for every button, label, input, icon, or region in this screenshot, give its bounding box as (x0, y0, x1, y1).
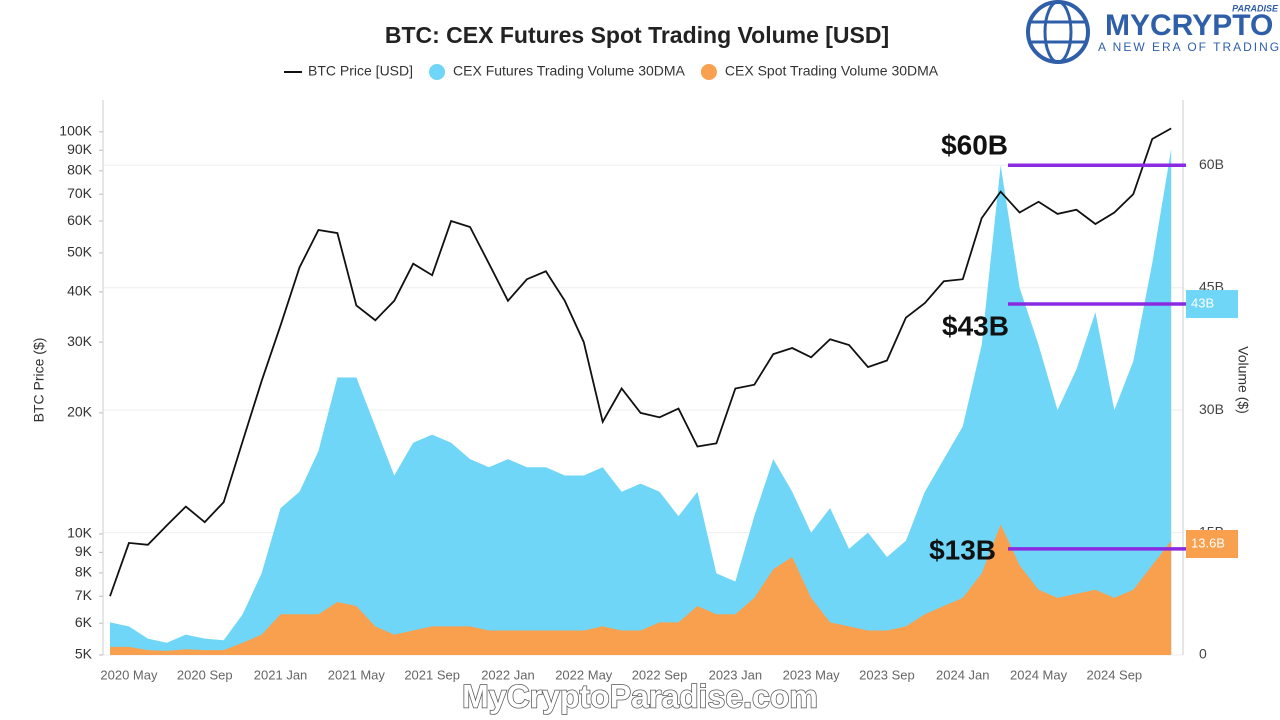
x-tick-label: 2024 Jan (936, 667, 990, 682)
y-tick-label: 40K (67, 283, 93, 299)
legend-label: CEX Spot Trading Volume 30DMA (725, 63, 939, 79)
watermark: MyCryptoParadise.com (462, 678, 818, 714)
x-tick-label: 2024 May (1010, 667, 1068, 682)
y-tick-label: 10K (67, 525, 93, 541)
y-tick-label: 100K (59, 123, 92, 139)
logo-globe-meridian (1043, 0, 1073, 64)
x-tick-label: 2021 Jan (254, 667, 308, 682)
y-tick-label: 90K (67, 141, 93, 157)
y-tick-label: 5K (75, 646, 93, 662)
y2-tick-label: 30B (1199, 401, 1224, 417)
volume-area (110, 148, 1172, 655)
x-tick-label: 2023 Sep (859, 667, 915, 682)
x-tick-label: 2020 May (100, 667, 158, 682)
y-tick-label: 80K (67, 162, 93, 178)
logo-name: MYCRYPTO (1105, 9, 1273, 42)
y-tick-label: 8K (75, 564, 93, 580)
y-tick-label: 20K (67, 404, 93, 420)
axis-marker-label: 13.6B (1191, 535, 1225, 550)
axis-marker-label: 43B (1191, 295, 1214, 310)
axis-marker (1186, 530, 1238, 558)
y-tick-label: 60K (67, 212, 93, 228)
axis-marker (1186, 290, 1238, 319)
logo: MYCRYPTO PARADISE A NEW ERA OF TRADING (1026, 0, 1280, 64)
y2-tick-label: 0 (1199, 646, 1207, 662)
y-tick-label: 70K (67, 185, 93, 201)
volume-area (110, 524, 1172, 655)
x-tick-label: 2022 Jan (481, 667, 535, 682)
y-tick-label: 6K (75, 614, 93, 630)
y-tick-label: 9K (75, 543, 93, 559)
y2-axis-title: Volume ($) (1235, 346, 1251, 414)
y-tick-label: 7K (75, 587, 93, 603)
chart-title: BTC: CEX Futures Spot Trading Volume [US… (385, 22, 889, 48)
annotation-label: $60B (941, 130, 1008, 161)
annotation-label: $13B (929, 534, 996, 565)
y-tick-label: 50K (67, 244, 93, 260)
legend-label: CEX Futures Trading Volume 30DMA (453, 63, 686, 79)
x-tick-label: 2021 Sep (404, 667, 460, 682)
x-tick-label: 2023 Jan (709, 667, 763, 682)
y-tick-label: 30K (67, 333, 93, 349)
x-tick-label: 2020 Sep (177, 667, 233, 682)
legend-label: BTC Price [USD] (308, 63, 413, 79)
legend-swatch (700, 64, 717, 80)
x-tick-label: 2024 Sep (1087, 667, 1143, 682)
logo-slogan: A NEW ERA OF TRADING (1098, 40, 1280, 54)
y2-tick-label: 60B (1199, 156, 1224, 172)
x-tick-label: 2022 Sep (632, 667, 688, 682)
x-tick-label: 2023 May (783, 667, 841, 682)
annotation-label: $43B (942, 310, 1009, 341)
x-tick-label: 2022 May (555, 667, 613, 682)
logo-tag: PARADISE (1232, 3, 1279, 13)
legend-swatch (429, 64, 446, 80)
y-axis-title: BTC Price ($) (31, 338, 47, 423)
plot-area: 015B30B45B60B5K6K7K8K9K10K20K30K40K50K60… (59, 100, 1238, 682)
price-line (109, 127, 1172, 597)
x-tick-label: 2021 May (328, 667, 386, 682)
